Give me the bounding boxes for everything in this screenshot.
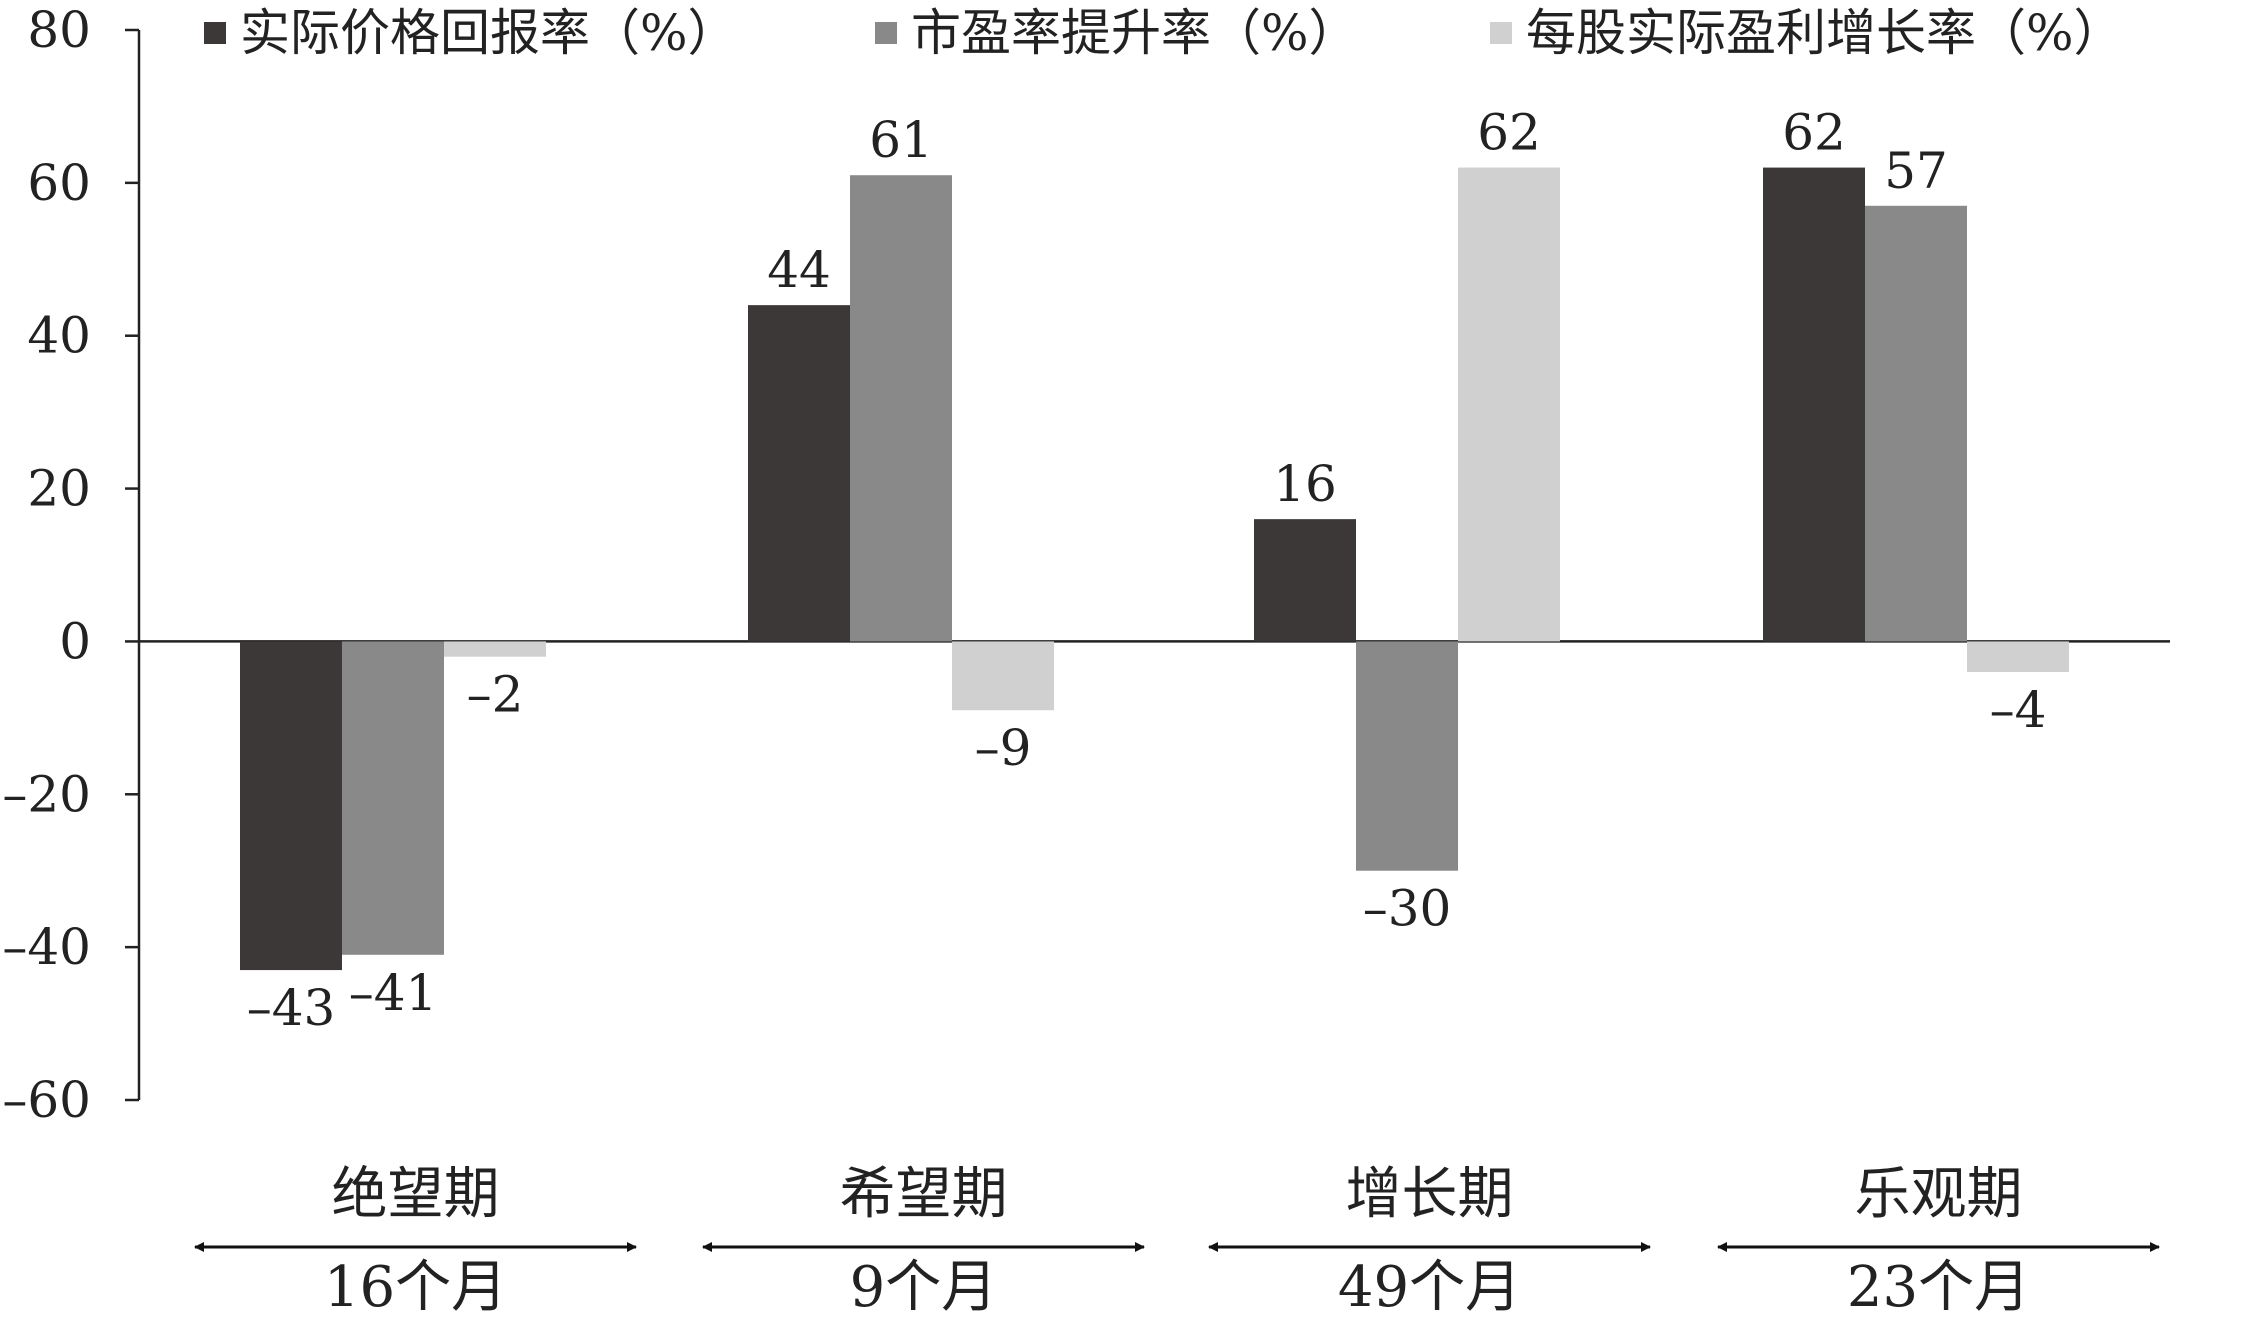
legend-swatch — [204, 22, 226, 44]
phase-label: 希望期 — [840, 1162, 1008, 1227]
data-label: –9 — [975, 719, 1032, 777]
data-label: –41 — [349, 964, 438, 1022]
legend-label: 市盈率提升率（%） — [911, 4, 1359, 62]
bars — [240, 167, 2069, 971]
y-tick-label: 60 — [27, 154, 91, 212]
y-tick-label: 20 — [27, 460, 91, 518]
phase-duration: 49个月 — [1338, 1255, 1521, 1320]
data-label: –43 — [247, 979, 336, 1037]
bar — [850, 175, 952, 642]
data-label: 44 — [767, 241, 831, 299]
y-tick-label: 80 — [27, 1, 91, 59]
bar — [240, 641, 342, 971]
bar — [1356, 641, 1458, 871]
data-label: 61 — [869, 111, 933, 169]
bar — [1865, 205, 1967, 642]
legend-label: 每股实际盈利增长率（%） — [1526, 4, 2124, 62]
bar — [1763, 167, 1865, 642]
bar — [748, 305, 850, 642]
data-labels: –43 –41 –2 44 61 –9 16 –30 62 62 57 –4 — [247, 104, 2047, 1037]
y-tick-label: –20 — [2, 765, 91, 823]
phase-label: 增长期 — [1346, 1162, 1514, 1227]
phase-duration: 16个月 — [324, 1255, 507, 1320]
data-label: –30 — [1363, 880, 1452, 938]
data-label: 57 — [1884, 142, 1948, 200]
bar — [1967, 641, 2069, 672]
legend-label: 实际价格回报率（%） — [240, 4, 738, 62]
axes: 80 60 40 20 0 –20 –40 –60 — [2, 1, 2170, 1129]
phase-label: 绝望期 — [332, 1162, 500, 1227]
y-tick-label: –60 — [2, 1071, 91, 1129]
data-label: 62 — [1782, 104, 1846, 162]
y-tick-label: 40 — [27, 307, 91, 365]
data-label: 62 — [1477, 104, 1541, 162]
phase-duration: 23个月 — [1847, 1255, 2030, 1320]
data-label: 16 — [1273, 455, 1337, 513]
phase-annotations: 绝望期 16个月 希望期 9个月 增长期 49个月 乐观期 23个月 — [194, 1162, 2160, 1320]
legend-swatch — [875, 22, 897, 44]
bar — [1458, 167, 1560, 642]
data-label: –4 — [1990, 681, 2047, 739]
data-label: –2 — [467, 666, 524, 724]
y-tick-label: –40 — [2, 918, 91, 976]
legend-swatch — [1490, 22, 1512, 44]
y-tick-label: 0 — [59, 612, 91, 670]
phase-label: 乐观期 — [1855, 1162, 2023, 1227]
bar — [952, 641, 1054, 711]
phase-duration: 9个月 — [850, 1255, 998, 1320]
legend: 实际价格回报率（%） 市盈率提升率（%） 每股实际盈利增长率（%） — [204, 4, 2124, 62]
bar — [342, 641, 444, 955]
bar — [1254, 519, 1356, 642]
bar — [444, 641, 546, 657]
